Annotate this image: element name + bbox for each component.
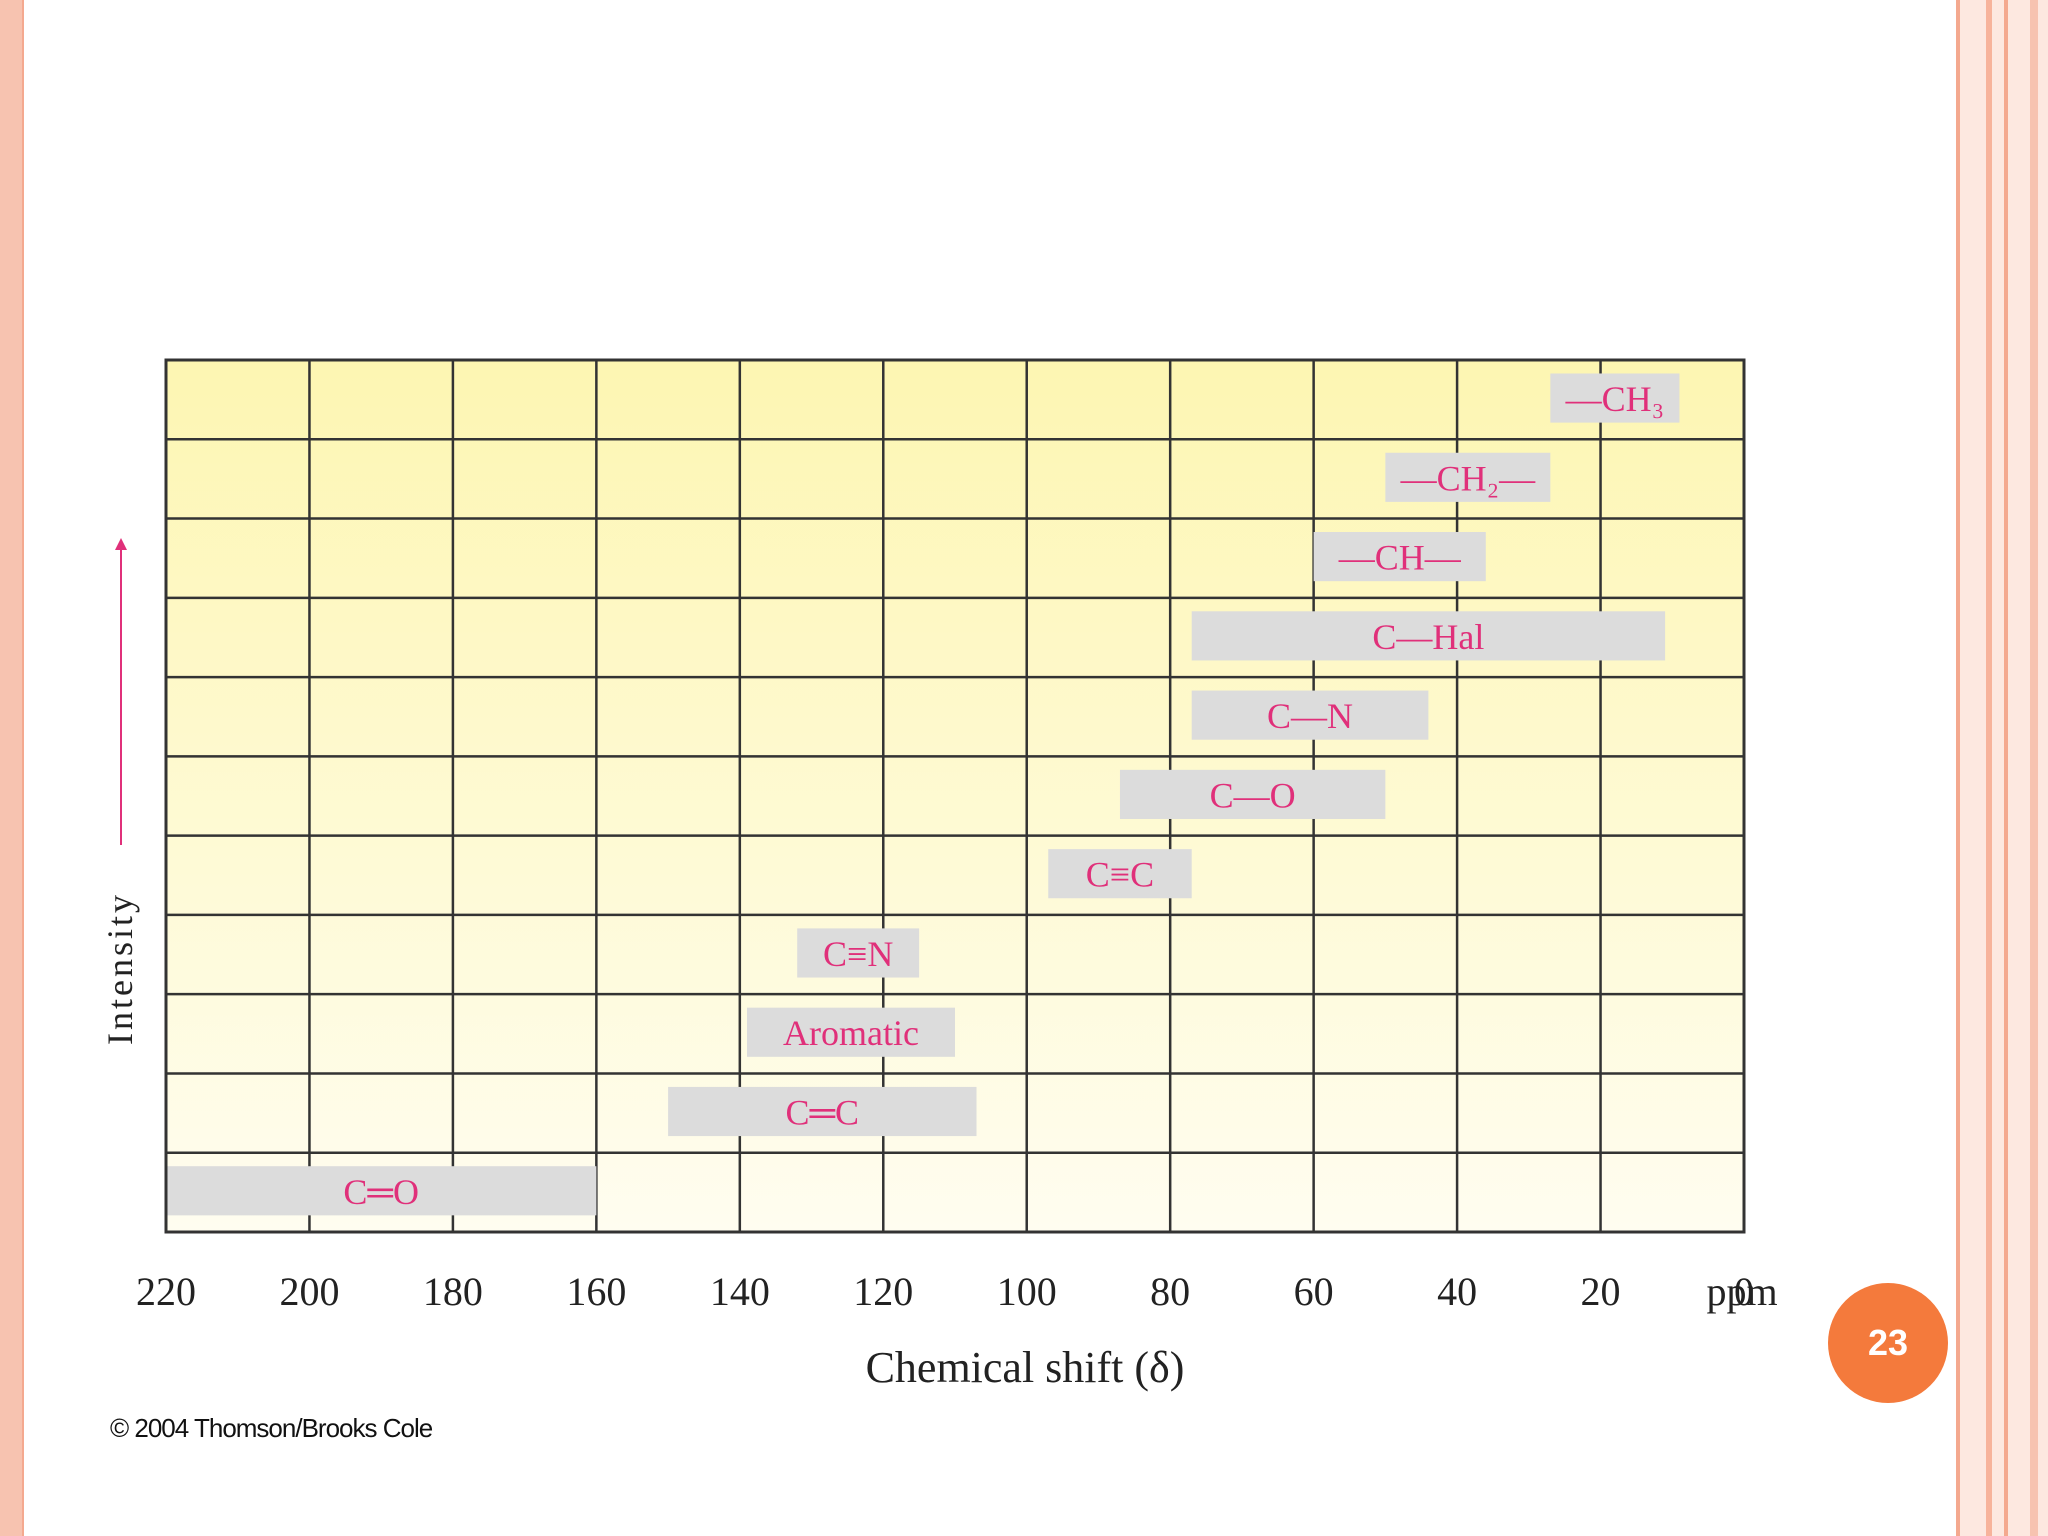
range-label: C—Hal — [1372, 617, 1484, 657]
range-label: —CH— — [1338, 538, 1462, 578]
x-tick-label: 100 — [997, 1269, 1057, 1314]
x-axis-label: Chemical shift (δ) — [866, 1343, 1185, 1392]
range-label: —CH₂— — [1400, 458, 1537, 498]
x-tick-label: 0 — [1734, 1269, 1754, 1314]
range-label: C≡N — [823, 934, 893, 974]
range-bar — [1048, 849, 1192, 899]
range-label: C—O — [1210, 775, 1296, 815]
range-bar — [668, 1086, 977, 1137]
y-axis-arrow-head — [115, 538, 127, 550]
range-bar — [1313, 532, 1486, 582]
range-label: C≡C — [1086, 855, 1154, 895]
x-tick-label: 40 — [1437, 1269, 1477, 1314]
range-bar — [746, 1007, 955, 1057]
x-tick-label: 80 — [1150, 1269, 1190, 1314]
x-axis-unit: ppm — [1706, 1269, 1777, 1314]
x-tick-label: 180 — [423, 1269, 483, 1314]
y-axis-label: Intensity — [100, 892, 140, 1045]
range-bar — [1119, 769, 1386, 819]
range-label: C═O — [343, 1172, 419, 1212]
copyright-notice: © 2004 Thomson/Brooks Cole — [110, 1413, 433, 1443]
x-tick-label: 140 — [710, 1269, 770, 1314]
y-axis-label-group: Intensity — [100, 538, 140, 1045]
range-bar — [797, 928, 920, 978]
x-tick-label: 20 — [1581, 1269, 1621, 1314]
range-bar — [1191, 611, 1666, 661]
range-label: Aromatic — [783, 1013, 919, 1053]
range-bar — [1550, 373, 1680, 423]
plot-frame — [164, 358, 1746, 1234]
range-label: C═C — [786, 1093, 860, 1133]
x-tick-label: 60 — [1294, 1269, 1334, 1314]
range-bar — [1191, 690, 1429, 740]
range-bar — [166, 1166, 597, 1216]
range-label: —CH₃ — [1565, 379, 1665, 419]
range-bar — [1385, 452, 1551, 502]
x-tick-label: 160 — [566, 1269, 626, 1314]
left-border — [0, 0, 24, 1536]
plot-background — [166, 360, 1744, 1232]
right-border — [1956, 0, 2048, 1536]
range-label: C—N — [1267, 696, 1353, 736]
x-tick-label: 200 — [279, 1269, 339, 1314]
x-tick-label: 220 — [136, 1269, 196, 1314]
page-number-badge: 23 — [1828, 1283, 1948, 1403]
x-tick-label: 120 — [853, 1269, 913, 1314]
